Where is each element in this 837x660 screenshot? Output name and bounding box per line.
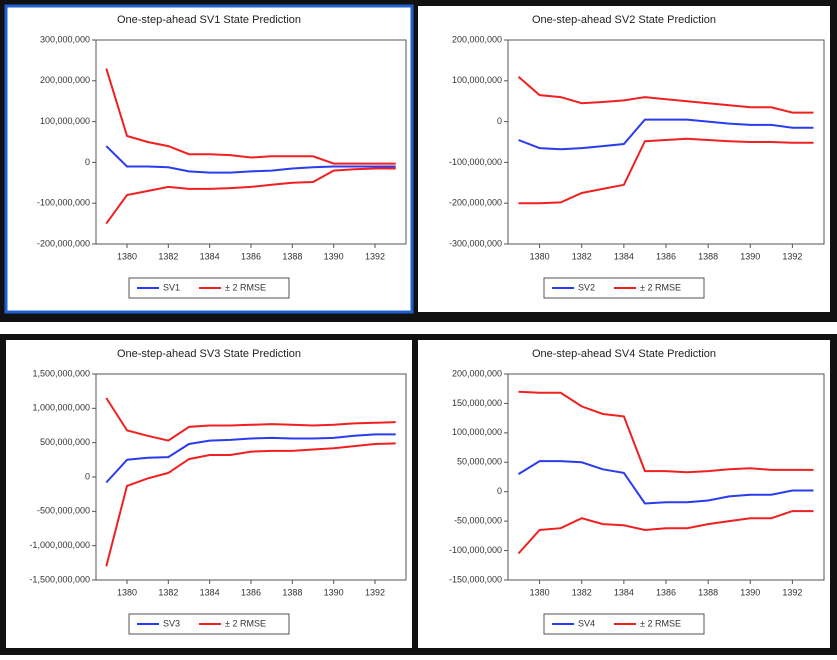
series-line xyxy=(105,145,396,174)
y-tick-label: -150,000,000 xyxy=(449,574,502,584)
x-tick-label: 1390 xyxy=(324,587,344,597)
y-tick-label: 100,000,000 xyxy=(40,116,90,126)
x-tick-label: 1392 xyxy=(782,251,802,261)
x-tick-label: 1392 xyxy=(365,251,385,261)
y-tick-label: -500,000,000 xyxy=(37,506,90,516)
x-tick-label: 1386 xyxy=(656,251,676,261)
y-tick-label: -300,000,000 xyxy=(449,238,502,248)
series-line xyxy=(518,390,814,474)
x-tick-label: 1380 xyxy=(117,587,137,597)
y-tick-label: 200,000,000 xyxy=(452,368,502,378)
series-line xyxy=(105,68,396,165)
plot-area xyxy=(507,373,825,581)
y-tick-label: 200,000,000 xyxy=(452,34,502,44)
x-tick-label: 1392 xyxy=(365,587,385,597)
y-tick-label: 1,500,000,000 xyxy=(32,368,90,378)
x-tick-label: 1386 xyxy=(656,587,676,597)
y-tick-label: 0 xyxy=(85,471,90,481)
y-tick-label: -200,000,000 xyxy=(37,238,90,248)
y-tick-label: 0 xyxy=(497,116,502,126)
x-tick-label: 1386 xyxy=(241,251,261,261)
y-tick-label: -100,000,000 xyxy=(37,198,90,208)
series-lower-line xyxy=(105,442,396,567)
y-tick-label: -1,000,000,000 xyxy=(29,540,90,550)
chart-title: One-step-ahead SV2 State Prediction xyxy=(532,14,716,26)
legend-label: SV3 xyxy=(163,618,180,628)
series-line xyxy=(518,118,814,151)
legend-label: SV4 xyxy=(578,618,595,628)
legend-label: ± 2 RMSE xyxy=(225,282,266,292)
x-tick-label: 1390 xyxy=(740,251,760,261)
x-tick-label: 1388 xyxy=(282,587,302,597)
series-line xyxy=(105,433,396,484)
x-tick-label: 1382 xyxy=(572,587,592,597)
x-tick-label: 1382 xyxy=(158,251,178,261)
series-lower-line xyxy=(105,167,396,225)
y-tick-label: 200,000,000 xyxy=(40,75,90,85)
y-tick-label: 50,000,000 xyxy=(457,457,502,467)
chart-title: One-step-ahead SV3 State Prediction xyxy=(117,348,301,360)
x-tick-label: 1392 xyxy=(782,587,802,597)
x-tick-label: 1384 xyxy=(614,251,634,261)
series-line xyxy=(517,460,814,505)
legend-label: ± 2 RMSE xyxy=(640,618,681,628)
legend-label: SV2 xyxy=(578,282,595,292)
x-tick-label: 1390 xyxy=(740,587,760,597)
series-line xyxy=(105,397,396,442)
x-tick-label: 1388 xyxy=(698,251,718,261)
x-tick-label: 1390 xyxy=(324,251,344,261)
legend-label: ± 2 RMSE xyxy=(640,282,681,292)
series-lower-line xyxy=(517,510,814,555)
y-tick-label: -100,000,000 xyxy=(449,545,502,555)
y-tick-label: -200,000,000 xyxy=(449,198,502,208)
y-tick-label: -1,500,000,000 xyxy=(29,574,90,584)
y-tick-label: 150,000,000 xyxy=(452,398,502,408)
x-tick-label: 1388 xyxy=(282,251,302,261)
x-tick-label: 1380 xyxy=(117,251,137,261)
y-tick-label: 300,000,000 xyxy=(40,34,90,44)
x-tick-label: 1380 xyxy=(530,251,550,261)
series-line xyxy=(517,75,814,114)
y-tick-label: 100,000,000 xyxy=(452,427,502,437)
x-tick-label: 1384 xyxy=(200,587,220,597)
x-tick-label: 1382 xyxy=(572,251,592,261)
plot-area xyxy=(95,373,407,581)
chart-title: One-step-ahead SV1 State Prediction xyxy=(117,14,301,26)
series-lower-line xyxy=(518,137,814,205)
y-tick-label: 100,000,000 xyxy=(452,75,502,85)
y-tick-label: -100,000,000 xyxy=(449,157,502,167)
y-tick-label: 1,000,000,000 xyxy=(32,403,90,413)
x-tick-label: 1380 xyxy=(530,587,550,597)
y-tick-label: 0 xyxy=(497,486,502,496)
x-tick-label: 1384 xyxy=(200,251,220,261)
y-tick-label: -50,000,000 xyxy=(454,516,502,526)
x-tick-label: 1386 xyxy=(241,587,261,597)
x-tick-label: 1384 xyxy=(614,587,634,597)
x-tick-label: 1388 xyxy=(698,587,718,597)
x-tick-label: 1382 xyxy=(158,587,178,597)
legend-label: ± 2 RMSE xyxy=(225,618,266,628)
plot-area xyxy=(95,39,407,245)
y-tick-label: 0 xyxy=(85,157,90,167)
chart-title: One-step-ahead SV4 State Prediction xyxy=(532,348,716,360)
legend-label: SV1 xyxy=(163,282,180,292)
y-tick-label: 500,000,000 xyxy=(40,437,90,447)
